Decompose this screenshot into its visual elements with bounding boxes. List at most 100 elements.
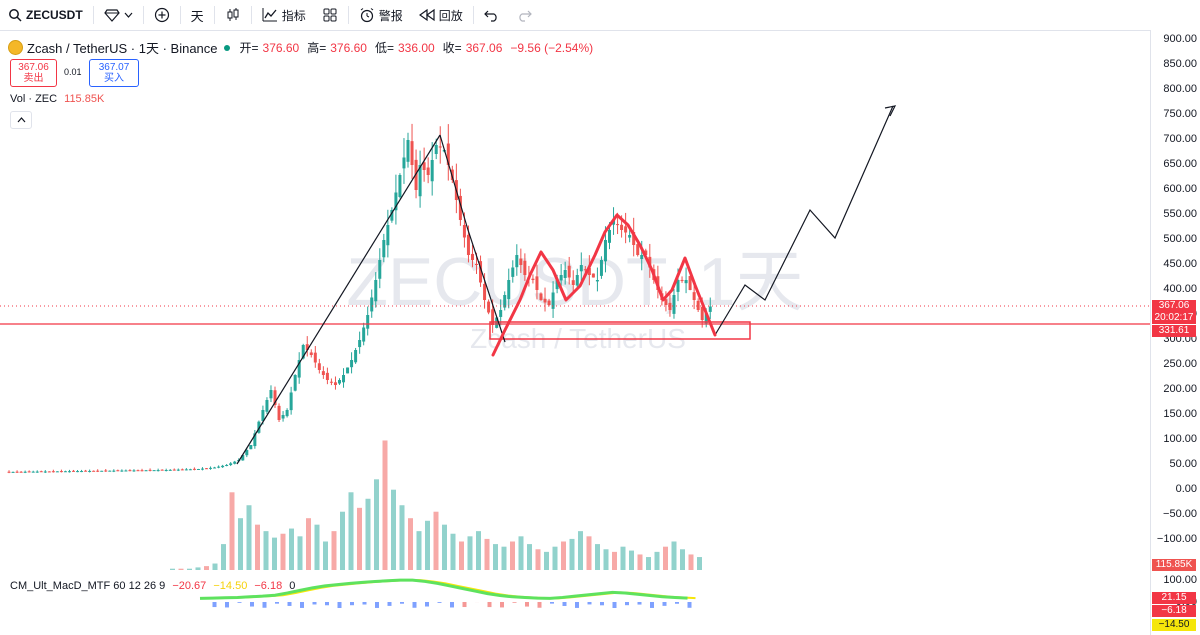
indicators-button[interactable]: 指标 xyxy=(254,0,314,30)
volume-bar xyxy=(688,554,694,570)
trend-line-down[interactable] xyxy=(439,134,506,343)
candle-body xyxy=(124,470,128,472)
macd-histogram-bar xyxy=(400,602,404,604)
close-label: 收= xyxy=(442,41,462,55)
candle-body xyxy=(261,410,265,421)
watermark-symbol: ZECUSDT, 1天 xyxy=(346,244,803,320)
volume-legend[interactable]: Vol · ZEC 115.85K xyxy=(10,93,104,105)
macd-histogram-bar xyxy=(662,602,667,606)
candle-body xyxy=(672,295,676,314)
candle-body xyxy=(116,470,120,472)
toolbar-divider xyxy=(213,6,215,24)
candle-body xyxy=(297,360,301,378)
candle-body xyxy=(72,470,76,472)
candle-body xyxy=(402,157,406,169)
candle-body xyxy=(636,244,640,255)
price-tick: 450.00 xyxy=(1163,258,1197,270)
candle-body xyxy=(249,445,253,450)
support-zone-rectangle[interactable] xyxy=(489,321,751,340)
candle-body xyxy=(503,295,507,308)
candle-body xyxy=(140,470,144,472)
candle-body xyxy=(575,275,579,286)
candle-body xyxy=(289,392,293,411)
close-value: 367.06 xyxy=(465,40,503,55)
macd-histogram-bar xyxy=(312,602,317,605)
current-price-value: 367.06 xyxy=(1158,300,1190,311)
candle-body xyxy=(309,352,313,355)
candle-body xyxy=(374,280,378,302)
chart-style-button[interactable] xyxy=(96,0,141,30)
chevron-up-icon xyxy=(17,117,25,123)
change-value: −9.56 (−2.54%) xyxy=(510,40,594,55)
candle-body xyxy=(680,279,684,281)
macd-legend[interactable]: CM_Ult_MacD_MTF 60 12 26 9 −20.67 −14.50… xyxy=(10,580,295,592)
candle-body xyxy=(281,415,285,419)
volume-bar xyxy=(552,546,558,570)
volume-bar xyxy=(416,531,422,570)
candle-body xyxy=(406,140,410,162)
buy-button[interactable]: 367.07 买入 xyxy=(89,59,139,87)
low-label: 低= xyxy=(374,41,394,55)
replay-button[interactable]: 回放 xyxy=(411,0,471,30)
candle-body xyxy=(156,470,160,472)
candle-body xyxy=(386,225,390,246)
volume-bar xyxy=(637,554,643,570)
candle-body xyxy=(144,470,148,472)
candle-body xyxy=(132,470,136,472)
price-tick: 600.00 xyxy=(1163,183,1197,195)
undo-icon xyxy=(483,10,497,22)
macd-histogram-bar xyxy=(412,602,417,608)
alert-button[interactable]: 警报 xyxy=(351,0,411,30)
pattern-drawing[interactable] xyxy=(491,213,717,357)
candle-body xyxy=(168,469,172,471)
collapse-legend-button[interactable] xyxy=(10,111,32,129)
undo-button[interactable] xyxy=(476,0,508,30)
candle-body xyxy=(350,360,354,368)
sell-button[interactable]: 367.06 卖出 xyxy=(10,59,57,87)
candle-body xyxy=(35,471,39,473)
candle-body xyxy=(708,306,712,312)
price-chart[interactable]: ZECUSDT, 1天 Zcash / TetherUS xyxy=(0,30,1150,635)
symbol-search[interactable]: ZECUSDT xyxy=(0,0,91,30)
toolbar-divider xyxy=(472,6,474,24)
macd-name: CM_Ult_MacD_MTF 60 12 26 9 xyxy=(10,580,166,592)
candle-body xyxy=(579,265,583,272)
zcash-coin-icon xyxy=(8,40,23,55)
candle-body xyxy=(571,280,575,285)
pair-title[interactable]: Zcash / TetherUS · 1天 · Binance xyxy=(27,41,218,56)
candle-body xyxy=(253,433,257,447)
volume-bar xyxy=(459,541,464,570)
candle-body xyxy=(88,470,92,472)
macd-histogram-bar xyxy=(437,602,442,603)
trend-line-up[interactable] xyxy=(236,134,441,465)
macd-histogram-bar xyxy=(225,602,229,608)
macd-histogram-bar xyxy=(500,602,504,608)
candle-body xyxy=(535,276,539,290)
price-tick: 700.00 xyxy=(1163,133,1197,145)
candle-body xyxy=(418,165,422,197)
price-tick: 250.00 xyxy=(1163,358,1197,370)
candle-type-button[interactable] xyxy=(217,0,249,30)
macd-histogram-bar xyxy=(687,602,692,608)
candle-body xyxy=(458,195,462,220)
compare-button[interactable] xyxy=(146,0,178,30)
price-tick: 500.00 xyxy=(1163,233,1197,245)
volume-bar xyxy=(510,541,515,570)
redo-button[interactable] xyxy=(508,0,540,30)
volume-bar xyxy=(408,518,413,570)
grid-icon xyxy=(323,8,337,22)
candle-body xyxy=(555,280,559,290)
projection-path[interactable] xyxy=(714,105,894,336)
candle-body xyxy=(676,280,680,292)
macd-histogram-bar xyxy=(425,602,429,607)
candle-body xyxy=(225,465,229,466)
candle-body xyxy=(293,375,297,391)
candle-body xyxy=(43,471,47,473)
macd-histogram-bar xyxy=(300,602,304,608)
volume-bar xyxy=(442,524,447,570)
chart-pane[interactable]: ZECUSDT, 1天 Zcash / TetherUS xyxy=(0,30,1150,635)
interval-button[interactable]: 天 xyxy=(183,0,212,30)
layout-button[interactable] xyxy=(314,0,346,30)
diamond-icon xyxy=(103,9,120,22)
candle-body xyxy=(15,471,19,473)
